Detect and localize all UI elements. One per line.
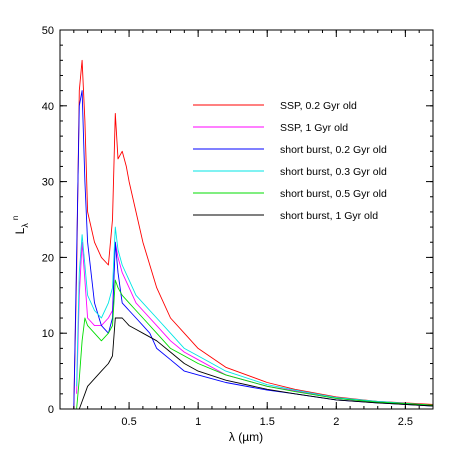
legend-label-1: SSP, 0.2 Gyr old — [280, 100, 357, 112]
x-axis-label: λ (µm) — [229, 430, 263, 444]
y-tick-label: 10 — [42, 328, 54, 340]
y-tick-label: 30 — [42, 177, 54, 189]
axes-layer: 0.5 1 1.5 2 2.5 0 10 20 30 40 50 — [42, 25, 434, 428]
y-tick-label: 50 — [42, 25, 54, 37]
legend-label-3: short burst, 0.2 Gyr old — [280, 144, 387, 156]
legend-label-4: short burst, 0.3 Gyr old — [280, 166, 387, 178]
y-tick-label: 20 — [42, 252, 54, 264]
legend-label-2: SSP, 1 Gyr old — [280, 122, 348, 134]
series-line-4 — [76, 226, 434, 406]
x-tick-label: 0.5 — [121, 416, 136, 428]
legend: SSP, 0.2 Gyr old SSP, 1 Gyr old short burs… — [193, 100, 387, 222]
x-tick-label: 1.5 — [260, 416, 275, 428]
series-line-5 — [76, 279, 434, 410]
y-tick-label: 40 — [42, 101, 54, 113]
series-line-3 — [73, 90, 434, 410]
svg-text:Lλn: Lλn — [11, 216, 30, 235]
series-line-6 — [78, 317, 434, 410]
y-axis-label-main: L — [13, 227, 27, 234]
series-line-1 — [73, 59, 434, 410]
x-tick-label: 2.5 — [398, 416, 413, 428]
y-axis-label-sub: λ — [20, 223, 30, 228]
x-tick-label: 2 — [333, 416, 339, 428]
y-axis-label: Lλn — [11, 216, 30, 235]
series-layer — [73, 59, 434, 410]
plot-frame — [59, 29, 434, 410]
y-tick-label: 0 — [48, 404, 54, 416]
x-tick-label: 1 — [195, 416, 201, 428]
legend-label-5: short burst, 0.5 Gyr old — [280, 188, 387, 200]
legend-label-6: short burst, 1 Gyr old — [280, 210, 378, 222]
y-axis-label-sup: n — [11, 216, 20, 220]
